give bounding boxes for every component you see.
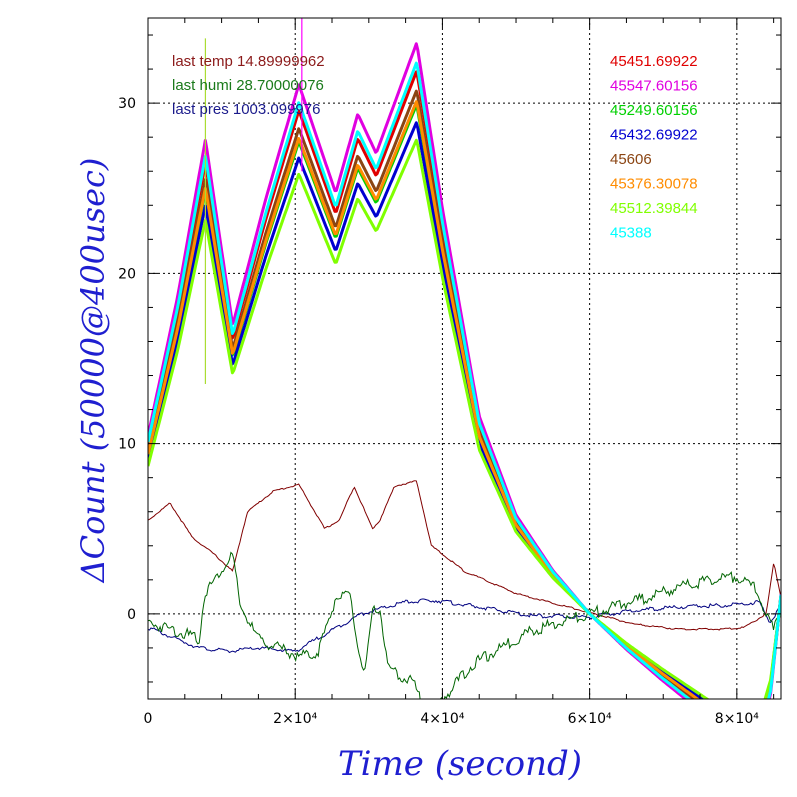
grid — [148, 18, 781, 699]
y-tick-label: 0 — [127, 607, 136, 623]
plot-frame — [147, 17, 782, 700]
series-line — [148, 121, 781, 699]
legend-entry: 45249.60156 — [610, 102, 698, 119]
legend-entry: 45432.69922 — [610, 127, 698, 144]
env-line-humi — [148, 551, 781, 699]
legend: 45451.69922 45547.60156 45249.60156 45432.6… — [610, 53, 698, 242]
y-tick-label: 30 — [118, 96, 136, 112]
annotation-text: last humi 28.70000076 — [172, 77, 324, 94]
y-tick-label: 20 — [118, 266, 136, 282]
y-tick-label: 10 — [118, 437, 136, 453]
x-tick-label: 8×10⁴ — [715, 711, 759, 727]
ticks — [147, 18, 781, 699]
series-line — [148, 138, 781, 699]
env-line-pres — [148, 598, 781, 654]
annotation-text: last pres 1003.099976 — [172, 101, 320, 118]
curves — [148, 18, 781, 699]
legend-entry: 45451.69922 — [610, 53, 698, 70]
series-line — [148, 42, 781, 699]
series-line — [148, 70, 781, 699]
series-line — [148, 100, 781, 699]
series-line — [148, 103, 781, 699]
series-line — [148, 61, 781, 699]
y-axis-title: ΔCount (50000@400usec) — [74, 158, 112, 585]
legend-entry: 45547.60156 — [610, 78, 698, 95]
env-line-temp — [148, 480, 781, 631]
annotations: last temp 14.89999962 last humi 28.700000… — [172, 53, 325, 118]
legend-entry: 45376.30078 — [610, 176, 698, 193]
annotation-text: last temp 14.89999962 — [172, 53, 325, 70]
legend-entry: 45606 — [610, 151, 652, 168]
x-tick-label: 2×10⁴ — [273, 711, 317, 727]
x-tick-label: 4×10⁴ — [420, 711, 464, 727]
legend-entry: 45512.39844 — [610, 200, 698, 217]
x-tick-label: 6×10⁴ — [568, 711, 612, 727]
tick-labels: 0 2×10⁴ 4×10⁴ 6×10⁴ 8×10⁴ 0 10 20 30 — [118, 96, 759, 727]
legend-entry: 45388 — [610, 225, 652, 242]
x-tick-label: 0 — [144, 711, 153, 727]
x-axis-title: Time (second) — [338, 744, 582, 784]
